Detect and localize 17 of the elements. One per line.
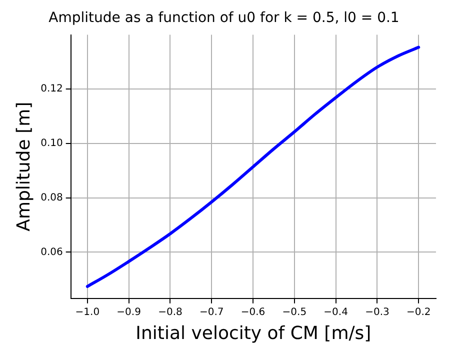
x-tick-label: −0.8 — [158, 306, 182, 318]
y-tick-label: 0.08 — [40, 192, 63, 204]
x-tick-label: −0.5 — [282, 306, 307, 318]
x-tick-label: −0.9 — [116, 306, 141, 318]
x-tick-label: −0.7 — [199, 306, 224, 318]
x-axis-title: Initial velocity of CM [m/s] — [136, 322, 372, 344]
y-tick-label: 0.06 — [40, 246, 63, 258]
y-tick-label: 0.12 — [40, 84, 63, 95]
y-axis-title: Amplitude [m] — [13, 102, 34, 232]
x-tick-label: −0.2 — [406, 306, 431, 318]
line-series — [86, 46, 420, 288]
x-tick-label: −1.0 — [75, 306, 100, 318]
x-tick-label: −0.4 — [324, 306, 348, 318]
x-tick-label: −0.6 — [240, 306, 266, 318]
y-tick-label: 0.10 — [40, 138, 63, 150]
x-tick-label: −0.3 — [365, 306, 390, 318]
chart-title: Amplitude as a function of u0 for k = 0.5, l0 = 0.1 — [48, 10, 400, 26]
